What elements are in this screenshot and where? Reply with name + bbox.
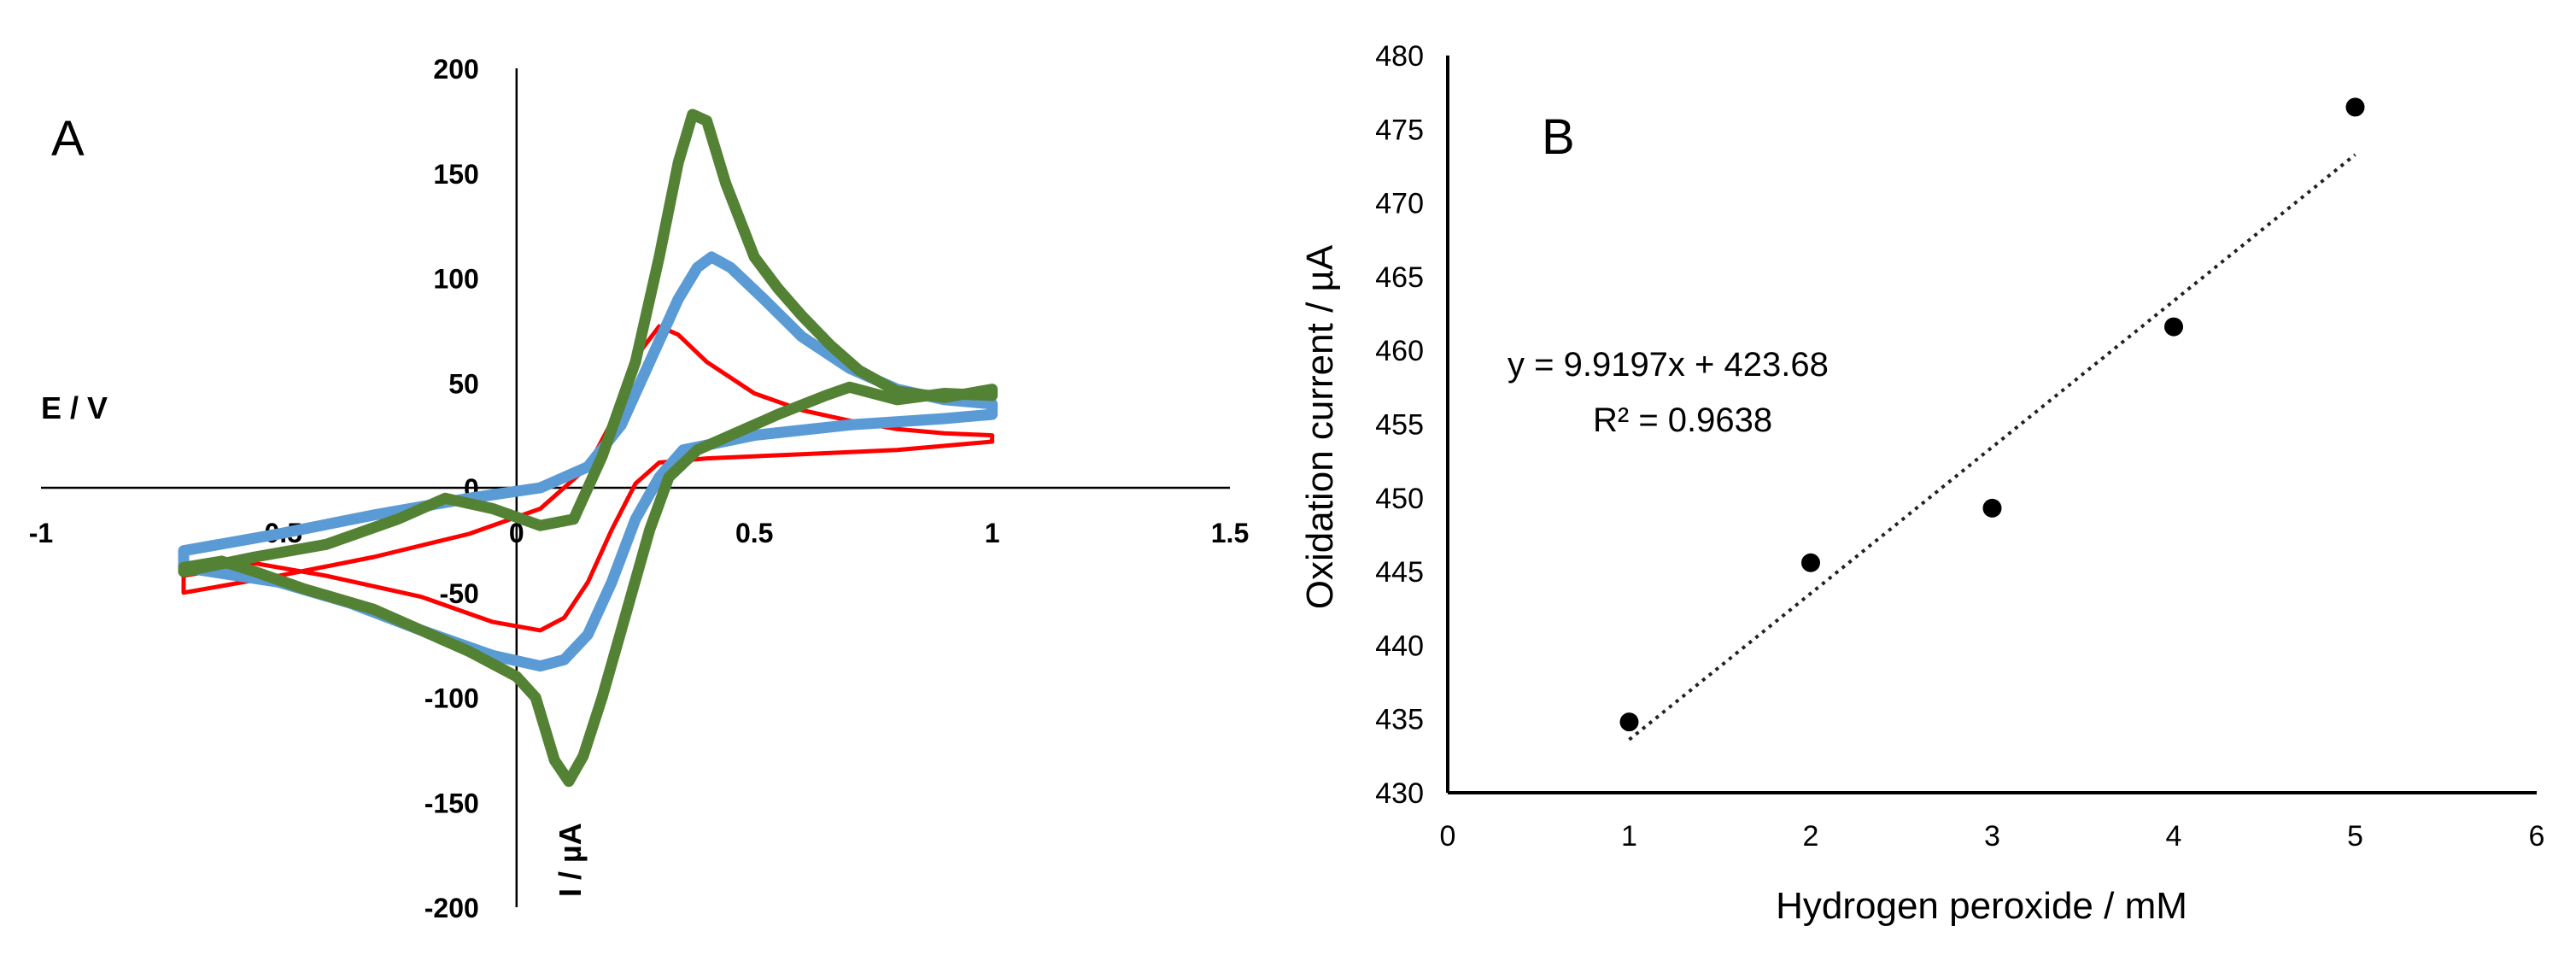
- panel-a-y-axis-label: I / µA: [553, 823, 588, 897]
- panel-b-x-tick-label: 0: [1440, 820, 1456, 853]
- panel-a-x-tick-label: 1: [985, 518, 1000, 548]
- panel-b-data-point: [2345, 97, 2365, 117]
- panel-b-y-tick-labels: 430 435 440 445 450 455 460 465 470 475 480: [1375, 40, 1424, 810]
- panel-b-y-tick-label: 445: [1375, 556, 1424, 589]
- panel-b-y-tick-label: 440: [1375, 630, 1424, 662]
- panel-b-y-tick-label: 450: [1375, 483, 1424, 515]
- panel-b-y-tick-label: 435: [1375, 704, 1424, 736]
- panel-b-x-axis-label: Hydrogen peroxide / mM: [1776, 885, 2187, 927]
- panel-b-y-axis-label: Oxidation current / µA: [1299, 244, 1341, 609]
- panel-b-x-tick-labels: 0 1 2 3 4 5 6: [1440, 820, 2545, 853]
- panel-b-data-point: [1619, 712, 1639, 732]
- panel-a-x-tick-label: -1: [29, 518, 53, 548]
- panel-b-y-tick-label: 465: [1375, 261, 1424, 294]
- panel-a-x-tick-label: 0: [509, 518, 524, 548]
- panel-a-y-tick-label: -100: [424, 683, 479, 714]
- panel-b-label: B: [1542, 109, 1575, 165]
- panel-a-y-tick-label: 50: [448, 368, 479, 399]
- panel-b-calibration-plot: B 0 1 2 3 4 5 6 430 435 440 445 450 455 460 465 470 475…: [1299, 40, 2544, 927]
- panel-a-label: A: [51, 111, 85, 167]
- panel-b-x-tick-label: 5: [2347, 820, 2363, 853]
- panel-b-data-point: [2164, 317, 2183, 337]
- panel-a-series-green: [178, 108, 998, 788]
- panel-b-x-tick-label: 4: [2166, 820, 2182, 853]
- panel-b-y-tick-label: 460: [1375, 335, 1424, 367]
- panel-b-data-points: [1619, 97, 2365, 732]
- panel-a-x-tick-label: 1.5: [1211, 518, 1249, 548]
- panel-b-y-tick-label: 480: [1375, 40, 1424, 73]
- panel-a-cyclic-voltammogram: A -1 -0.5 0 0.5 1 1.5 200150100500-50-100-150…: [29, 54, 1249, 923]
- panel-b-data-point: [1801, 553, 1820, 572]
- panel-a-y-tick-label: 100: [433, 264, 478, 295]
- panel-b-y-tick-label: 455: [1375, 409, 1424, 442]
- panel-b-y-tick-label: 470: [1375, 188, 1424, 220]
- panel-a-y-tick-label: -200: [424, 893, 479, 923]
- panel-a-y-tick-label: 150: [433, 159, 478, 190]
- panel-a-y-tick-label: 200: [433, 54, 478, 85]
- panel-b-y-tick-label: 430: [1375, 777, 1424, 810]
- panel-a-series: [178, 108, 998, 788]
- panel-a-x-axis-label: E / V: [41, 390, 108, 425]
- panel-b-x-tick-label: 1: [1621, 820, 1637, 853]
- panel-b-trendline-equation: y = 9.9197x + 423.68: [1508, 346, 1829, 384]
- panel-b-x-tick-label: 2: [1803, 820, 1819, 853]
- panel-b-x-tick-label: 3: [1984, 820, 2000, 853]
- panel-b-data-point: [1982, 498, 2002, 518]
- panel-b-r-squared: R² = 0.9638: [1593, 401, 1772, 439]
- panel-a-y-tick-label: -150: [424, 788, 479, 818]
- panel-b-y-tick-label: 475: [1375, 114, 1424, 146]
- panel-b-trendline: [1628, 153, 2356, 741]
- panel-a-series-blue: [178, 251, 998, 672]
- panel-b-x-tick-label: 6: [2529, 820, 2545, 853]
- panel-a-x-tick-label: 0.5: [735, 518, 773, 548]
